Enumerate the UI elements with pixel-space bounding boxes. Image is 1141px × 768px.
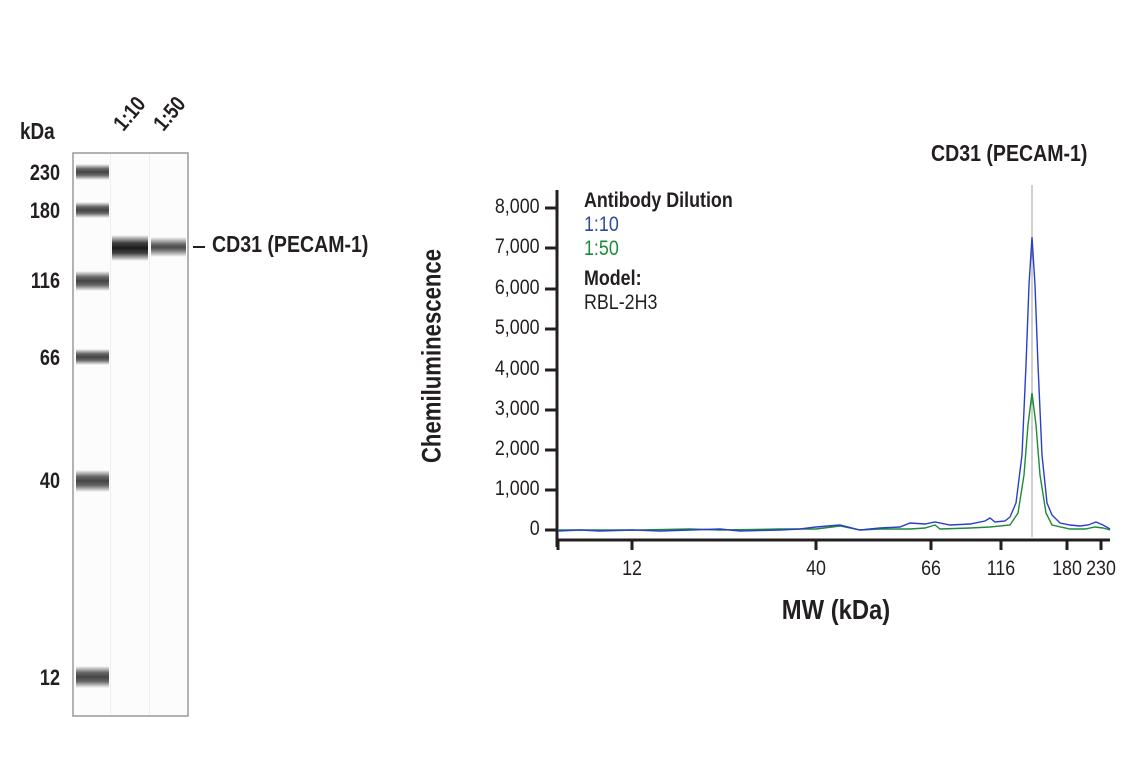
legend-item-1-50: 1:50 (584, 237, 619, 260)
band-pointer-line (193, 246, 205, 248)
legend-title: Antibody Dilution (584, 189, 733, 212)
marker-230: 230 (29, 160, 60, 185)
plot-area (545, 185, 1111, 550)
marker-40: 40 (39, 468, 60, 493)
y-tick-6000: 6,000 (495, 276, 540, 299)
model-value: RBL-2H3 (584, 291, 658, 314)
x-tick-116: 116 (986, 557, 1016, 580)
peak-label: CD31 (PECAM-1) (931, 140, 1088, 166)
marker-12: 12 (39, 665, 60, 690)
blot-unit-label: kDa (20, 118, 55, 144)
x-tick-12: 12 (622, 557, 642, 580)
blot-image (72, 152, 189, 717)
lane-label-1: 1:10 (108, 91, 151, 136)
y-tick-0: 0 (530, 517, 540, 540)
x-tick-40: 40 (806, 557, 826, 580)
y-tick-8000: 8,000 (495, 195, 540, 218)
legend-item-1-10: 1:10 (584, 213, 619, 236)
legend: Antibody Dilution 1:10 1:50 Model: RBL-2… (584, 189, 784, 315)
x-tick-180: 180 (1052, 557, 1082, 580)
lane-label-2: 1:50 (148, 91, 191, 136)
y-tick-5000: 5,000 (495, 316, 540, 339)
x-axis-label: MW (kDa) (781, 594, 891, 625)
x-ticks: 12 40 66 116 180 230 (540, 557, 1116, 583)
y-tick-3000: 3,000 (495, 397, 540, 420)
y-tick-7000: 7,000 (495, 235, 540, 258)
marker-66: 66 (39, 345, 60, 370)
x-tick-230: 230 (1086, 557, 1116, 580)
y-tick-1000: 1,000 (495, 477, 540, 500)
marker-180: 180 (29, 198, 60, 223)
marker-116: 116 (30, 268, 60, 293)
y-tick-4000: 4,000 (495, 357, 540, 380)
y-axis-label: Chemiluminescence (416, 248, 447, 464)
model-title: Model: (584, 267, 642, 290)
x-tick-66: 66 (921, 557, 941, 580)
band-label: CD31 (PECAM-1) (212, 231, 369, 257)
y-tick-2000: 2,000 (495, 437, 540, 460)
